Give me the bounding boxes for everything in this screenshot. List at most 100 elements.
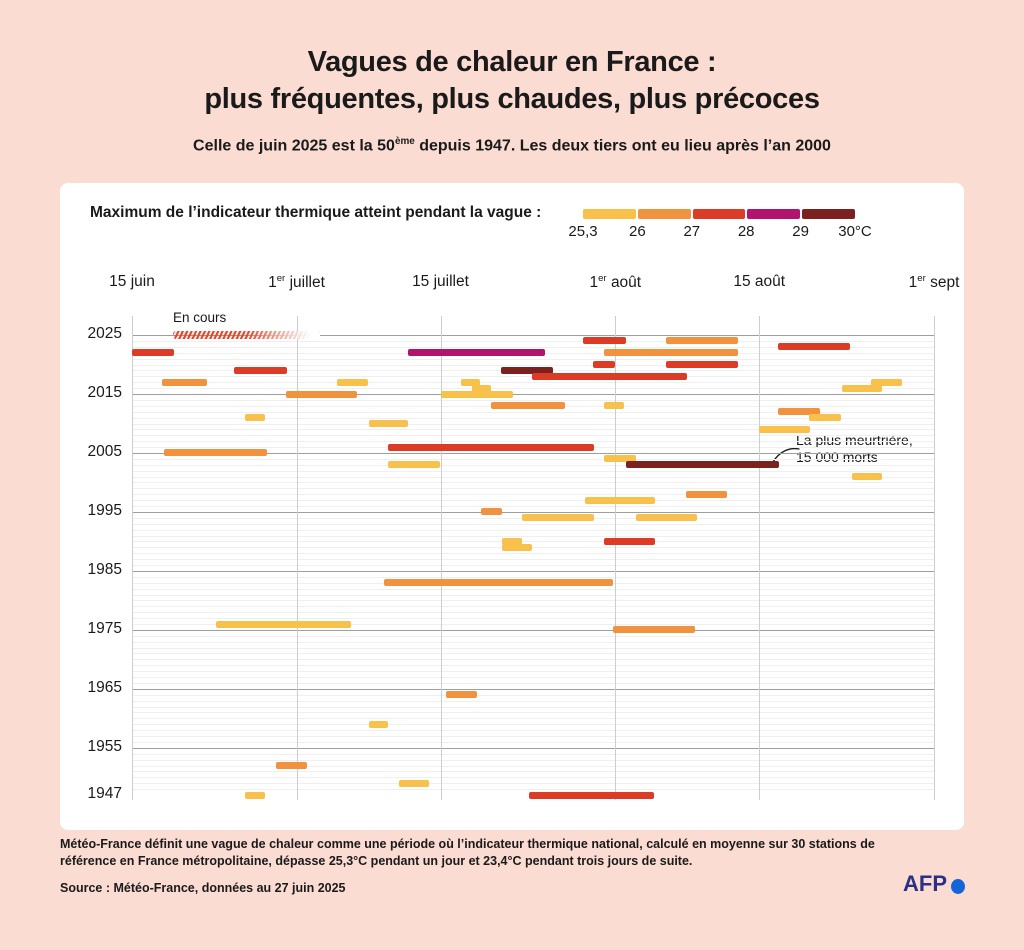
heatwave-bar: [759, 425, 810, 433]
month-gridline: [296, 316, 298, 800]
year-gridline: [132, 765, 934, 767]
year-gridline: [132, 771, 934, 773]
year-gridline: [132, 523, 934, 525]
year-gridline: [132, 553, 934, 555]
heatwave-bar: [336, 378, 369, 386]
heatwave-bar: [233, 366, 288, 374]
year-gridline: [132, 529, 934, 531]
heatwave-bar: [777, 343, 850, 351]
year-gridline: [132, 653, 934, 655]
year-axis-label: 1955: [87, 737, 122, 755]
year-gridline: [132, 399, 934, 401]
year-gridline: [132, 789, 934, 791]
year-gridline: [132, 671, 934, 673]
year-axis-label: 2015: [87, 384, 122, 401]
year-gridline: [132, 641, 934, 643]
year-gridline: [132, 753, 934, 755]
year-gridline: [132, 388, 934, 390]
year-gridline: [132, 464, 934, 466]
year-gridline: [132, 547, 934, 549]
year-gridline: [132, 541, 934, 543]
year-gridline: [132, 712, 934, 714]
year-gridline: [132, 358, 934, 360]
heatwave-bar: [132, 349, 175, 357]
year-axis-label: 1975: [87, 619, 122, 637]
heatwave-bar: [461, 378, 480, 386]
month-gridline: [759, 316, 761, 800]
month-gridline: [132, 316, 133, 800]
year-gridline: [132, 700, 934, 702]
heatwave-bar: [368, 420, 408, 427]
year-gridline: [132, 588, 934, 590]
afp-logo: AFP: [903, 868, 965, 900]
heatwave-bar: [388, 443, 594, 451]
page-title: Vagues de chaleur en France : plus fréqu…: [0, 44, 1024, 118]
decade-gridline: [132, 335, 934, 336]
deadliest-annotation: La plus meurtrière, 15 000 morts: [796, 432, 913, 465]
heatwave-bar: [613, 626, 696, 634]
year-gridline: [132, 423, 934, 425]
year-axis-label: 1995: [87, 501, 122, 519]
year-gridline: [132, 647, 934, 649]
plot-area: En cours La plus meurtrière, 15 000 mort…: [88, 310, 935, 802]
subtitle-superscript: ème: [394, 136, 415, 147]
heatwave-bar: [445, 691, 478, 699]
heatwave-bar: [625, 461, 779, 469]
year-gridline: [132, 618, 934, 620]
year-gridline: [132, 470, 934, 472]
heatwave-bar: [532, 372, 688, 380]
date-axis-label: 15 août: [733, 273, 786, 290]
year-gridline: [132, 429, 934, 431]
legend-swatch-maroon: [802, 209, 855, 219]
year-gridline: [132, 759, 934, 761]
heatwave-bar: [686, 490, 728, 498]
heatwave-bar: [440, 390, 513, 398]
year-gridline: [132, 500, 934, 502]
year-gridline: [132, 382, 934, 384]
year-gridline: [132, 506, 934, 507]
year-axis-label: 1985: [87, 560, 122, 578]
heatwave-bar: [286, 390, 358, 398]
heatwave-bar: [275, 762, 307, 769]
heatwave-bar: [388, 461, 441, 469]
definition-note: Météo-France définit une vague de chaleu…: [60, 837, 875, 868]
decade-gridline: [132, 570, 934, 572]
legend-tick-labels: 25,3 26 27 28 29 30°C: [568, 223, 871, 241]
heatwave-bar: [399, 779, 430, 787]
heatwave-bar: [603, 349, 738, 357]
decade-gridline: [132, 394, 934, 395]
year-gridline: [132, 411, 934, 413]
afp-logo-dot-icon: [951, 878, 965, 894]
heatwave-bar: [502, 543, 532, 551]
year-gridline: [132, 476, 934, 478]
year-gridline: [132, 777, 934, 779]
heatwave-bar: [603, 537, 656, 545]
year-gridline: [132, 417, 934, 419]
decade-gridline: [132, 747, 934, 749]
heatwave-bar: [603, 455, 636, 463]
x-axis-labels: 15 juin 1er juillet 15 juillet 1er août 15 a…: [109, 273, 959, 295]
year-gridline: [132, 736, 934, 737]
heatwave-bar: [777, 408, 820, 416]
year-gridline: [132, 783, 934, 785]
date-axis-label: 1er juillet: [268, 273, 325, 292]
year-gridline: [132, 741, 934, 743]
heatwave-bar: [245, 414, 265, 422]
year-axis-label: 2025: [87, 325, 122, 342]
heatwave-bar: [635, 514, 698, 522]
decade-gridline: [132, 688, 934, 690]
heatwave-bar: [407, 349, 546, 357]
year-gridline: [132, 659, 934, 661]
year-gridline: [132, 612, 934, 614]
heatwave-bar: [245, 791, 265, 799]
year-gridline: [132, 665, 934, 667]
year-gridline: [132, 441, 934, 443]
year-axis-label: 1947: [87, 785, 122, 802]
legend-swatch-red: [692, 209, 746, 219]
year-gridline: [132, 635, 934, 637]
legend-swatches: [583, 209, 855, 219]
date-axis-label: 1er août: [589, 273, 642, 292]
heatwave-bar: [161, 378, 207, 386]
decade-gridline: [132, 629, 934, 631]
year-gridline: [132, 482, 934, 484]
